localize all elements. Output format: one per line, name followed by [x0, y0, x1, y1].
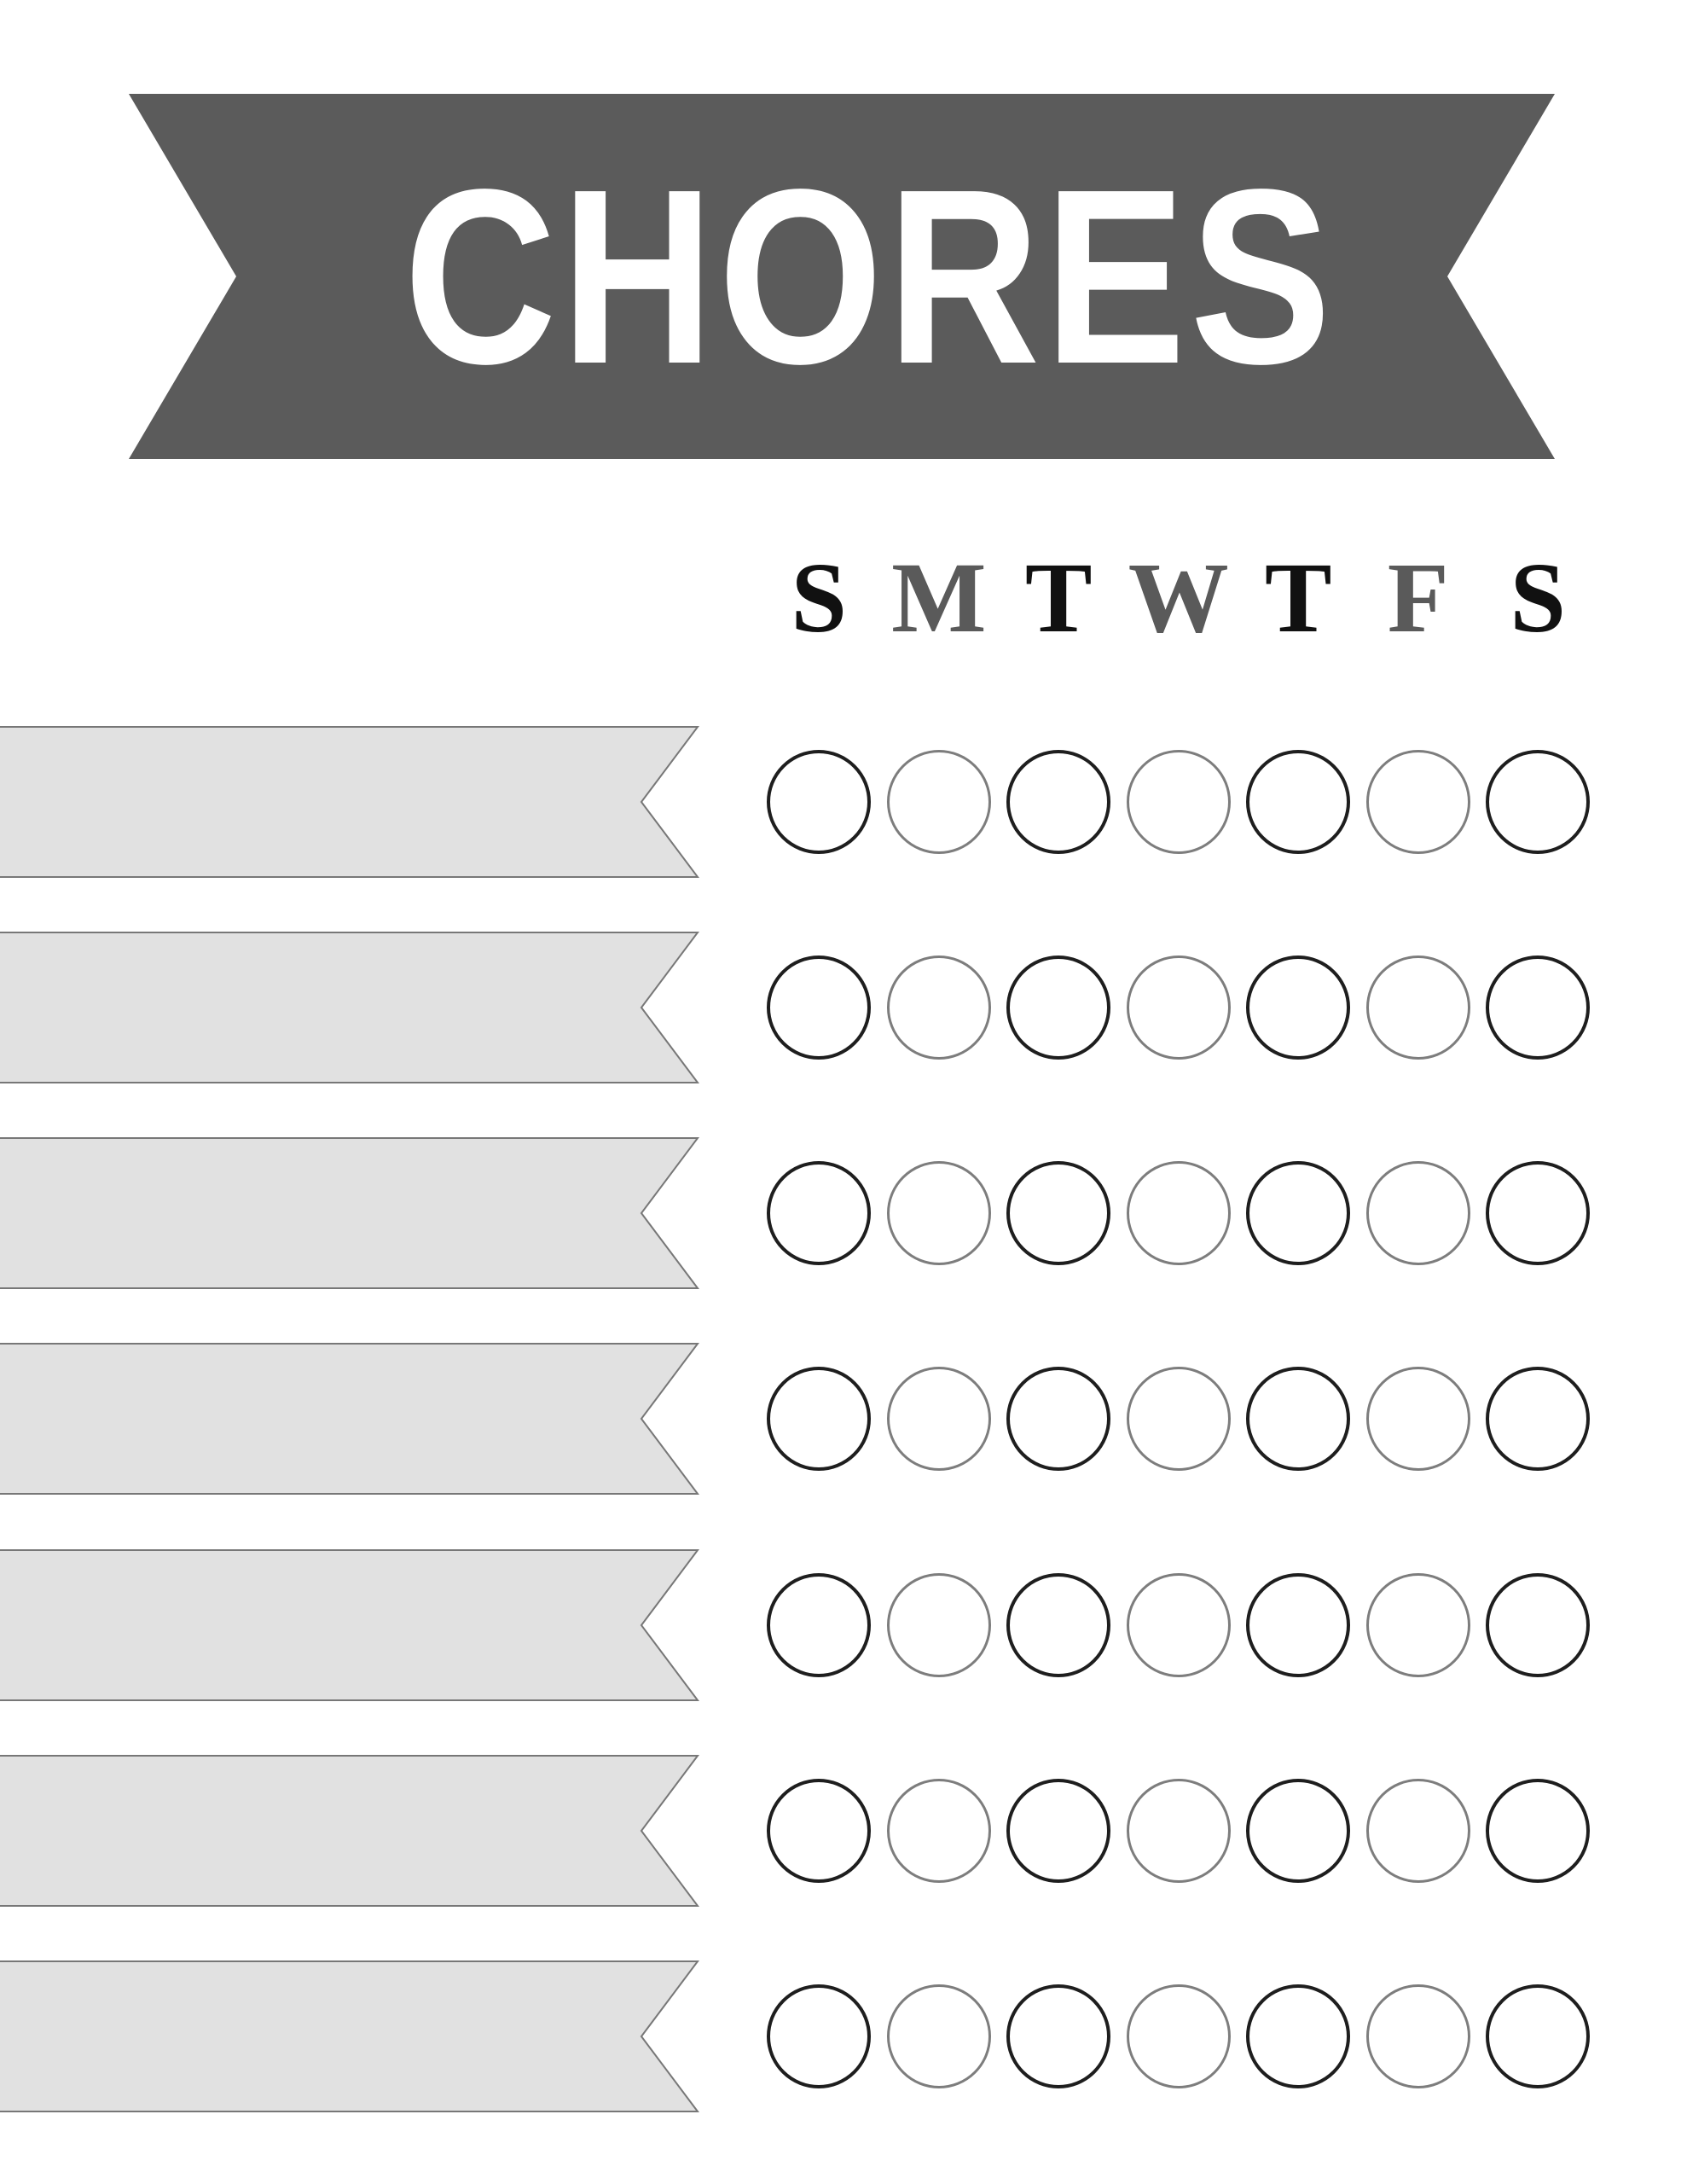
day-circle-sunday[interactable]	[767, 750, 871, 854]
chore-row	[0, 932, 1687, 1083]
day-circle-group	[767, 1984, 1590, 2088]
day-label-sunday: S	[791, 542, 848, 653]
day-circle-monday[interactable]	[886, 750, 991, 854]
day-circle-tuesday[interactable]	[1006, 1161, 1110, 1265]
chore-row	[0, 1755, 1687, 1907]
chore-row	[0, 1343, 1687, 1495]
chore-name-ribbon[interactable]	[0, 1960, 703, 2112]
day-circle-friday[interactable]	[1365, 1779, 1470, 1883]
day-circle-sunday[interactable]	[767, 1161, 871, 1265]
chore-name-ribbon[interactable]	[0, 1549, 703, 1701]
day-circle-monday[interactable]	[886, 1779, 991, 1883]
day-circle-thursday[interactable]	[1246, 1161, 1350, 1265]
day-circle-wednesday[interactable]	[1126, 956, 1231, 1060]
day-label-monday: M	[891, 542, 987, 653]
day-circle-group	[767, 1779, 1590, 1883]
page-title: CHORES	[403, 137, 1336, 415]
title-banner: CHORES	[129, 94, 1555, 459]
day-circle-monday[interactable]	[886, 1367, 991, 1471]
day-circle-sunday[interactable]	[767, 1779, 871, 1883]
day-circle-group	[767, 956, 1590, 1060]
day-circle-thursday[interactable]	[1246, 1984, 1350, 2088]
day-circle-monday[interactable]	[886, 1573, 991, 1677]
day-circle-wednesday[interactable]	[1126, 1161, 1231, 1265]
day-circle-wednesday[interactable]	[1126, 1367, 1231, 1471]
chore-name-ribbon[interactable]	[0, 1755, 703, 1907]
day-label-wednesday: W	[1128, 542, 1229, 653]
day-circle-friday[interactable]	[1365, 956, 1470, 1060]
day-circle-friday[interactable]	[1365, 1573, 1470, 1677]
day-circle-tuesday[interactable]	[1006, 956, 1110, 1060]
chore-row	[0, 1960, 1687, 2112]
day-circle-friday[interactable]	[1365, 750, 1470, 854]
day-circle-tuesday[interactable]	[1006, 1573, 1110, 1677]
day-circle-monday[interactable]	[886, 1984, 991, 2088]
day-circle-saturday[interactable]	[1486, 1779, 1590, 1883]
day-circle-sunday[interactable]	[767, 1573, 871, 1677]
day-circle-group	[767, 1573, 1590, 1677]
day-label-saturday: S	[1510, 542, 1567, 653]
day-circle-sunday[interactable]	[767, 956, 871, 1060]
day-circle-tuesday[interactable]	[1006, 750, 1110, 854]
day-circle-sunday[interactable]	[767, 1367, 871, 1471]
day-circle-friday[interactable]	[1365, 1161, 1470, 1265]
day-circle-monday[interactable]	[886, 1161, 991, 1265]
day-label-thursday: T	[1264, 542, 1332, 653]
day-circle-wednesday[interactable]	[1126, 1573, 1231, 1677]
chore-name-ribbon[interactable]	[0, 932, 703, 1083]
chore-name-ribbon[interactable]	[0, 726, 703, 878]
day-circle-saturday[interactable]	[1486, 1367, 1590, 1471]
day-circle-sunday[interactable]	[767, 1984, 871, 2088]
chore-row	[0, 1549, 1687, 1701]
day-circle-thursday[interactable]	[1246, 750, 1350, 854]
day-circle-thursday[interactable]	[1246, 1573, 1350, 1677]
day-circle-monday[interactable]	[886, 956, 991, 1060]
chore-row	[0, 1137, 1687, 1289]
day-circle-saturday[interactable]	[1486, 1984, 1590, 2088]
chore-row	[0, 726, 1687, 878]
day-circle-thursday[interactable]	[1246, 1367, 1350, 1471]
day-circle-thursday[interactable]	[1246, 956, 1350, 1060]
day-circle-friday[interactable]	[1365, 1984, 1470, 2088]
day-circle-saturday[interactable]	[1486, 1573, 1590, 1677]
day-circle-tuesday[interactable]	[1006, 1779, 1110, 1883]
chore-name-ribbon[interactable]	[0, 1137, 703, 1289]
day-circle-tuesday[interactable]	[1006, 1984, 1110, 2088]
day-circle-group	[767, 1161, 1590, 1265]
day-circle-saturday[interactable]	[1486, 750, 1590, 854]
day-circle-saturday[interactable]	[1486, 1161, 1590, 1265]
week-day-header: S M T W T F S	[759, 546, 1598, 650]
day-circle-group	[767, 1367, 1590, 1471]
day-label-tuesday: T	[1024, 542, 1093, 653]
day-circle-wednesday[interactable]	[1126, 1984, 1231, 2088]
day-circle-wednesday[interactable]	[1126, 750, 1231, 854]
day-circle-wednesday[interactable]	[1126, 1779, 1231, 1883]
chore-name-ribbon[interactable]	[0, 1343, 703, 1495]
day-circle-friday[interactable]	[1365, 1367, 1470, 1471]
day-circle-tuesday[interactable]	[1006, 1367, 1110, 1471]
day-label-friday: F	[1387, 542, 1449, 653]
day-circle-thursday[interactable]	[1246, 1779, 1350, 1883]
day-circle-saturday[interactable]	[1486, 956, 1590, 1060]
day-circle-group	[767, 750, 1590, 854]
